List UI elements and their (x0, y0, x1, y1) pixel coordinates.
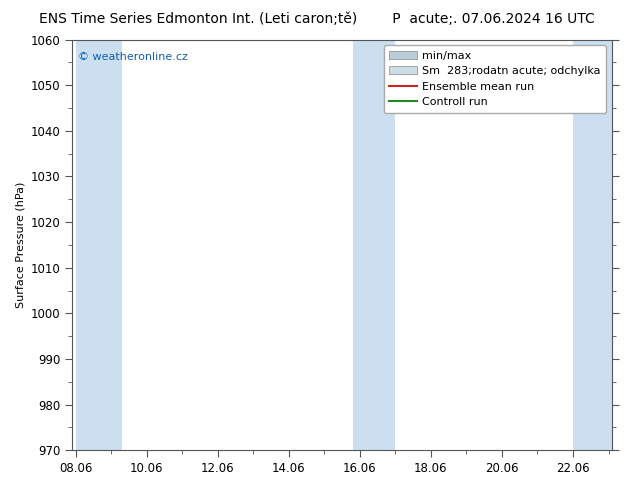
Text: © weatheronline.cz: © weatheronline.cz (77, 52, 188, 62)
Legend: min/max, Sm  283;rodatn acute; odchylka, Ensemble mean run, Controll run: min/max, Sm 283;rodatn acute; odchylka, … (384, 45, 607, 113)
Bar (353, 40, 396, 450)
Text: ENS Time Series Edmonton Int. (Leti caron;tě)        P  acute;. 07.06.2024 16 UT: ENS Time Series Edmonton Int. (Leti caro… (39, 12, 595, 26)
Bar (573, 40, 612, 450)
Y-axis label: Surface Pressure (hPa): Surface Pressure (hPa) (15, 182, 25, 308)
Bar (75, 40, 122, 450)
